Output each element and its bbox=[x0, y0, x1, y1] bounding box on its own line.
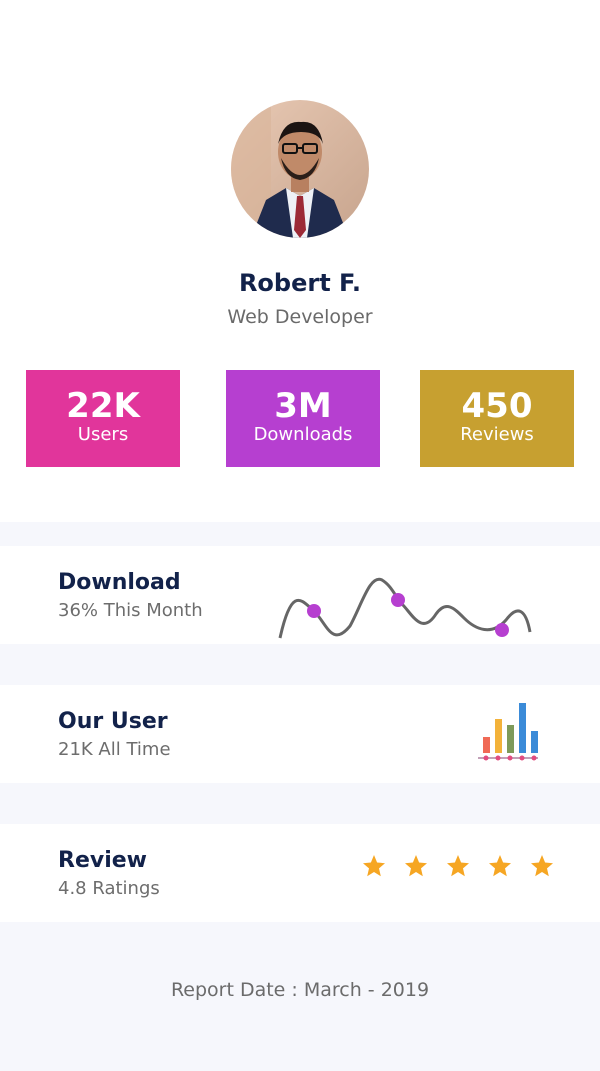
stat-users[interactable]: 22K Users bbox=[26, 370, 180, 467]
star-icon bbox=[447, 855, 470, 877]
star-icon bbox=[531, 855, 554, 877]
report-date: Report Date : March - 2019 bbox=[170, 979, 430, 1001]
download-title: Download bbox=[58, 570, 181, 595]
profile-name: Robert F. bbox=[238, 269, 362, 297]
download-row[interactable]: Download 36% This Month bbox=[0, 546, 600, 644]
review-title: Review bbox=[58, 848, 147, 873]
stat-downloads-value: 3M bbox=[274, 386, 332, 426]
star-icon bbox=[363, 855, 385, 877]
avatar bbox=[231, 100, 369, 238]
wave-chart-icon bbox=[278, 577, 532, 639]
stat-users-label: Users bbox=[77, 424, 129, 445]
star-icon bbox=[489, 855, 512, 877]
stat-downloads-label: Downloads bbox=[253, 424, 353, 445]
review-row[interactable]: Review 4.8 Ratings bbox=[0, 824, 600, 922]
stat-reviews-label: Reviews bbox=[460, 424, 534, 445]
profile-card: Robert F. Web Developer 22K Users 3M Dow… bbox=[0, 0, 600, 522]
user-title: Our User bbox=[58, 709, 168, 734]
rating-stars bbox=[362, 854, 567, 882]
user-row[interactable]: Our User 21K All Time bbox=[0, 685, 600, 783]
review-subtitle: 4.8 Ratings bbox=[58, 878, 160, 899]
stat-downloads[interactable]: 3M Downloads bbox=[226, 370, 380, 467]
stat-reviews-value: 450 bbox=[461, 386, 533, 426]
stat-reviews[interactable]: 450 Reviews bbox=[420, 370, 574, 467]
star-icon bbox=[405, 855, 428, 877]
stat-users-value: 22K bbox=[66, 386, 140, 426]
user-subtitle: 21K All Time bbox=[58, 739, 171, 760]
bar-chart-icon bbox=[478, 703, 538, 761]
download-subtitle: 36% This Month bbox=[58, 600, 203, 621]
profile-role: Web Developer bbox=[227, 306, 373, 328]
